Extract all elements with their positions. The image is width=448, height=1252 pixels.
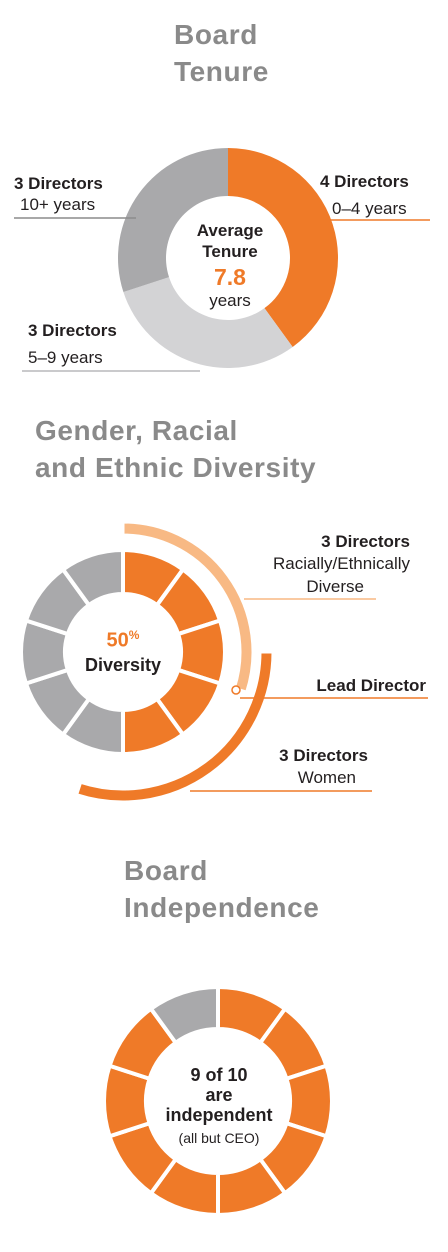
independence-center-text: 9 of 10 are independent xyxy=(158,1065,280,1125)
tenure-center-text: Average Tenure xyxy=(185,220,275,262)
tenure-0-4-count: 4 Directors xyxy=(320,172,409,191)
diversity-center-value: 50% xyxy=(75,624,171,652)
tenure-label-5-9: 3 Directors xyxy=(28,320,117,342)
diversity-center-label: Diversity xyxy=(84,655,162,675)
independence-center-line-3: independent xyxy=(165,1105,273,1125)
diversity-racial-count: 3 Directors xyxy=(321,532,410,551)
diversity-lead-director-text: Lead Director xyxy=(316,676,426,695)
tenure-center-line-1: Average xyxy=(196,221,264,240)
tenure-slice-0 xyxy=(228,148,339,347)
tenure-center-line-2: Tenure xyxy=(202,242,258,261)
tenure-5-9-range: 5–9 years xyxy=(28,348,103,367)
tenure-10plus-count: 3 Directors xyxy=(14,174,103,193)
tenure-title-line-1: Board xyxy=(174,19,258,50)
diversity-racial-label: 3 Directors xyxy=(244,531,410,553)
tenure-10plus-range: 10+ years xyxy=(20,195,96,214)
diversity-racial-sublabel-1: Racially/Ethnically xyxy=(273,554,410,573)
diversity-racial-sublabel-2: Diverse xyxy=(306,577,364,596)
tenure-title: Board Tenure xyxy=(174,16,269,90)
tenure-donut xyxy=(117,148,339,368)
tenure-label-10plus: 3 Directors xyxy=(14,173,103,195)
diversity-title: Gender, Racial and Ethnic Diversity xyxy=(35,412,316,486)
independence-segment-9 xyxy=(148,984,220,1046)
tenure-sublabel-0-4: 0–4 years xyxy=(332,198,407,220)
diversity-women-label: 3 Directors xyxy=(238,745,368,767)
diversity-center-number: 50 xyxy=(106,629,129,652)
tenure-sublabel-5-9: 5–9 years xyxy=(28,347,103,369)
diversity-donut xyxy=(19,520,275,804)
diversity-title-line-2: and Ethnic Diversity xyxy=(35,452,317,483)
tenure-0-4-range: 0–4 years xyxy=(332,199,407,218)
diversity-segment-9 xyxy=(60,547,125,608)
independence-center-note: (all but CEO) xyxy=(178,1130,260,1146)
diversity-women-sublabel: Women xyxy=(297,768,356,787)
independence-center-line-1: 9 of 10 xyxy=(190,1065,248,1085)
diversity-women-arc xyxy=(74,650,275,804)
tenure-5-9-count: 3 Directors xyxy=(28,321,117,340)
tenure-label-0-4: 4 Directors xyxy=(320,171,409,193)
independence-center-line-2: are xyxy=(205,1085,233,1105)
diversity-title-line-1: Gender, Racial xyxy=(35,415,238,446)
independence-title-line-1: Board xyxy=(124,855,208,886)
tenure-center-unit: years xyxy=(209,291,251,310)
tenure-slice-1 xyxy=(123,277,293,368)
independence-title: Board Independence xyxy=(124,852,319,926)
tenure-title-line-2: Tenure xyxy=(174,56,269,87)
tenure-center-value: 7.8 xyxy=(214,264,246,290)
tenure-sublabel-10plus: 10+ years xyxy=(20,194,95,216)
lead-director-marker xyxy=(231,685,241,695)
diversity-center-pct: % xyxy=(128,628,140,642)
tenure-slice-2 xyxy=(117,148,228,292)
diversity-women-count: 3 Directors xyxy=(279,746,368,765)
independence-title-line-2: Independence xyxy=(124,892,320,923)
diversity-lead-director-label: Lead Director xyxy=(260,675,426,697)
leader-lines xyxy=(14,217,430,792)
independence-donut xyxy=(102,984,334,1218)
